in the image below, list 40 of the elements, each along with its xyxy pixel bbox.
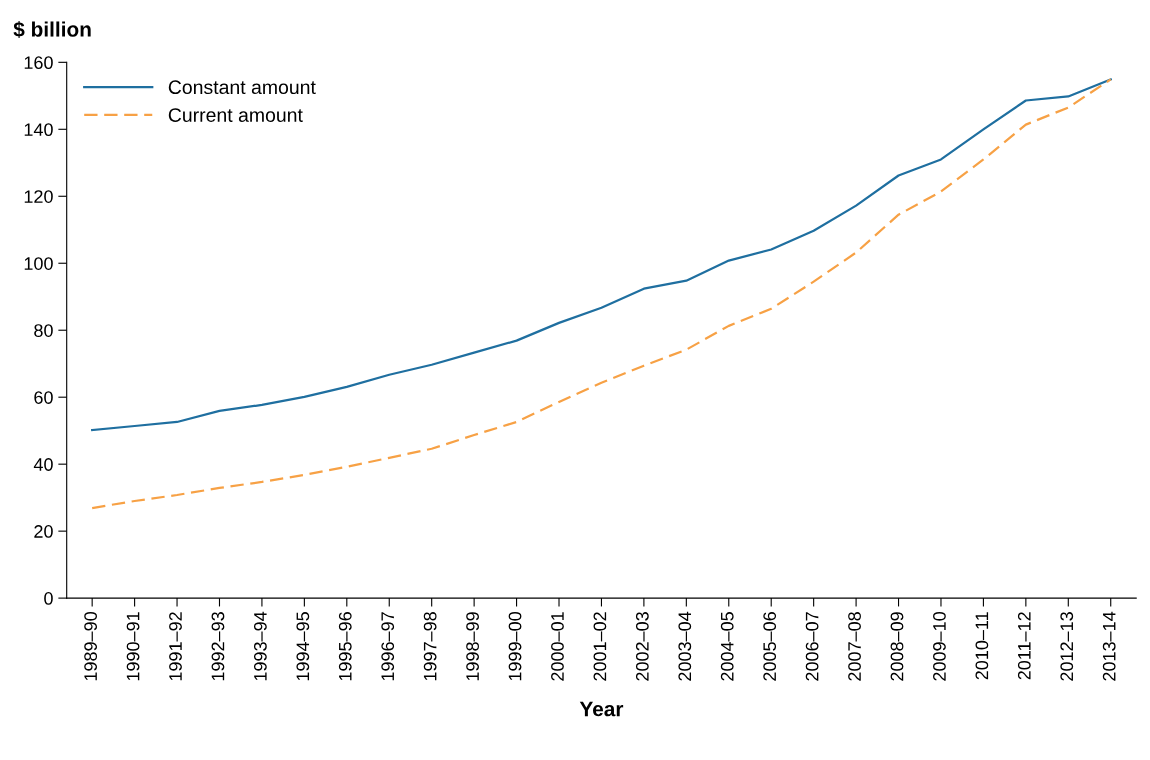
x-tick-label: 2007–08 <box>848 612 861 681</box>
x-tick-label: 1991–92 <box>169 612 182 681</box>
x-tick-label: 2009–10 <box>933 612 946 681</box>
x-tick-label: 2010–11 <box>975 612 989 680</box>
x-tick-label: 2013–14 <box>1102 611 1116 681</box>
y-tick-label: 60 <box>34 391 53 404</box>
y-tick-label: 160 <box>24 56 53 70</box>
x-tick-label: 1995–96 <box>338 612 352 681</box>
x-tick-label: 2005–06 <box>763 612 777 681</box>
x-tick-label: 2008–09 <box>890 612 904 681</box>
x-tick-label: 2011–12 <box>1017 612 1031 680</box>
x-tick-label: 1989–90 <box>84 612 98 681</box>
y-tick-label: 80 <box>34 324 53 337</box>
y-tick-label: 0 <box>44 592 53 605</box>
x-tick-label: 2003–04 <box>678 611 692 681</box>
y-tick-label: 100 <box>24 257 53 270</box>
x-tick-label: 2002–03 <box>635 612 649 681</box>
y-tick-label: 20 <box>34 525 53 538</box>
x-tick-label: 1996–97 <box>381 612 395 681</box>
x-tick-label: 1994–95 <box>296 612 310 681</box>
line-series <box>91 78 1112 432</box>
x-tick-label: 1998–99 <box>466 612 479 681</box>
y-tick-label: 120 <box>24 190 53 203</box>
x-tick-label: 2006–07 <box>805 612 819 681</box>
y-tick-label: 40 <box>33 458 53 471</box>
x-tick-label: 2001–02 <box>593 612 607 681</box>
x-tick-label: 2000–01 <box>551 612 564 681</box>
legend-label: Constant amount <box>168 80 316 95</box>
x-tick-label: 1999–00 <box>508 612 522 681</box>
x-tick-label: 1993–94 <box>253 611 267 681</box>
x-tick-label: 1990–91 <box>126 612 140 681</box>
legend-label: Current amount <box>168 108 303 122</box>
y-axis-title: $ billion <box>13 21 91 39</box>
x-tick-label: 1992–93 <box>211 612 225 681</box>
x-tick-label: 1997–98 <box>423 612 437 681</box>
x-tick-label: 2012–13 <box>1060 612 1074 681</box>
line-series <box>91 78 1112 510</box>
x-axis-title: Year <box>579 701 624 717</box>
x-tick-label: 2004–05 <box>720 612 734 681</box>
y-tick-label: 140 <box>24 123 53 137</box>
